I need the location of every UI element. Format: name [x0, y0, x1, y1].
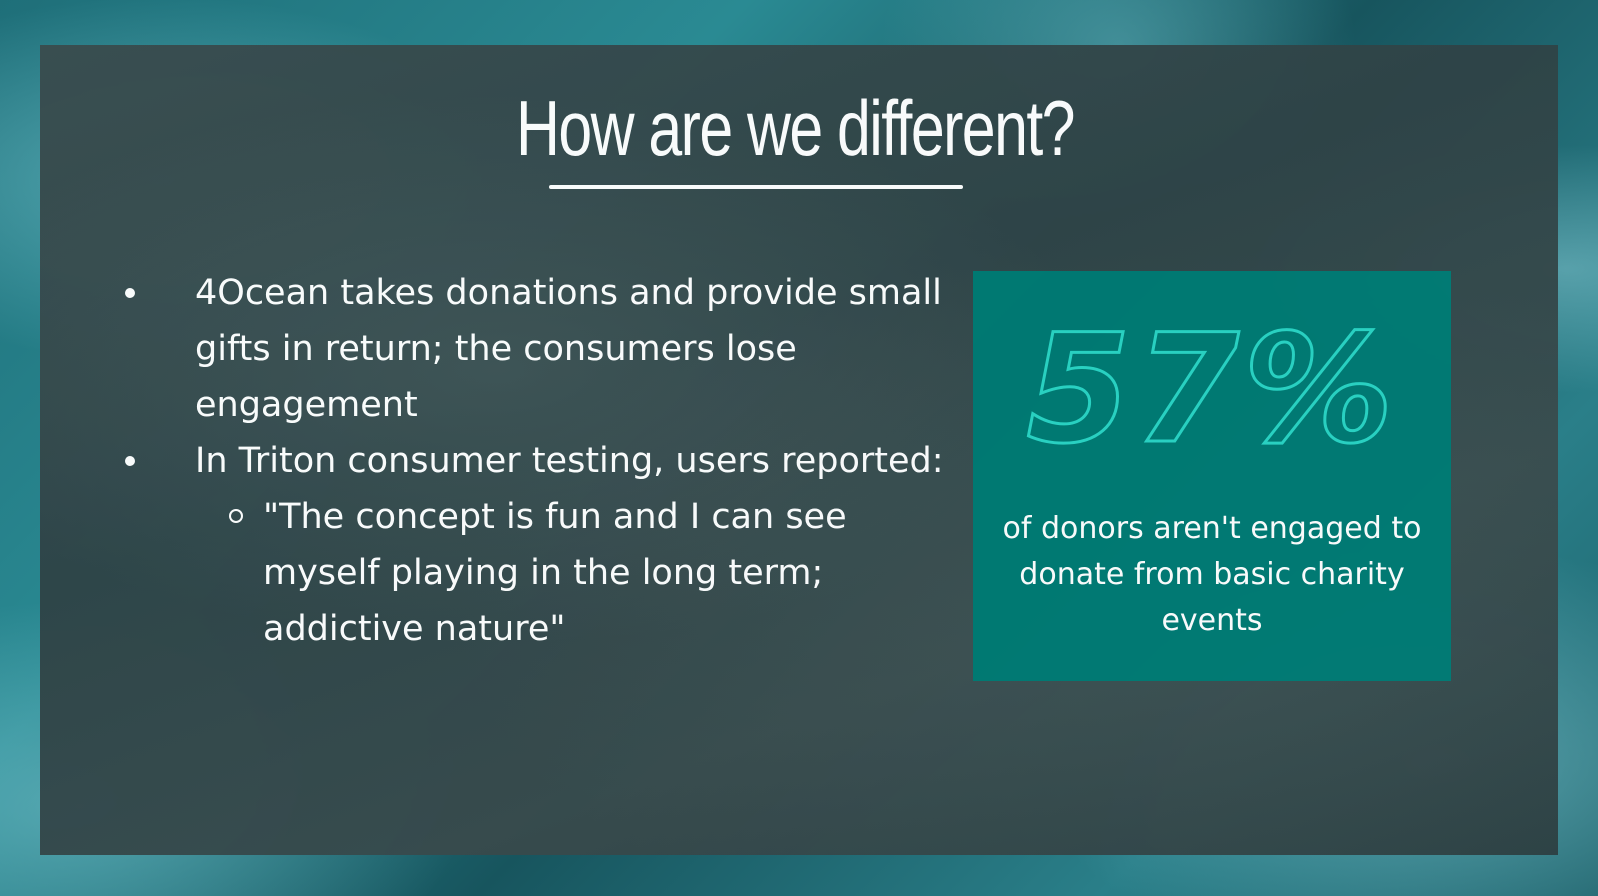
sub-bullet-text: "The concept is fun and I can see myself…	[263, 497, 847, 649]
bullet-circle-icon	[229, 509, 243, 523]
slide-panel: How are we different? 4Ocean takes donat…	[40, 45, 1558, 855]
bullet-item: In Triton consumer testing, users report…	[125, 433, 965, 657]
stat-caption: of donors aren't engaged to donate from …	[1002, 511, 1422, 638]
bullet-text: 4Ocean takes donations and provide small…	[195, 273, 942, 425]
stat-number: 57%	[1025, 311, 1397, 471]
bullet-dot-icon	[125, 456, 135, 466]
stat-value: 57%	[1026, 311, 1397, 471]
sub-bullet-list: "The concept is fun and I can see myself…	[195, 489, 965, 657]
bullet-item: 4Ocean takes donations and provide small…	[125, 265, 965, 433]
bullet-list: 4Ocean takes donations and provide small…	[125, 265, 965, 657]
bullet-text: In Triton consumer testing, users report…	[195, 441, 944, 481]
bullet-dot-icon	[125, 288, 135, 298]
sub-bullet-item: "The concept is fun and I can see myself…	[195, 489, 965, 657]
slide-title: How are we different?	[516, 84, 1076, 172]
title-underline	[549, 185, 963, 189]
stat-box: 57% of donors aren't engaged to donate f…	[973, 271, 1451, 681]
